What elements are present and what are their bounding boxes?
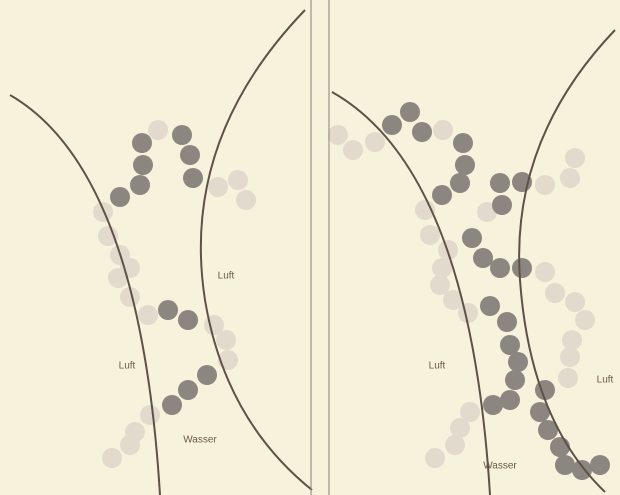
light-bead (565, 148, 585, 168)
dark-bead (500, 335, 520, 355)
light-bead (560, 168, 580, 188)
dark-bead (590, 455, 610, 475)
phase-label: Wasser (183, 435, 217, 446)
dark-bead (178, 310, 198, 330)
dark-bead (178, 380, 198, 400)
dark-bead (432, 185, 452, 205)
light-bead (98, 226, 118, 246)
light-bead (458, 303, 478, 323)
dark-bead (180, 145, 200, 165)
phase-label: Luft (218, 271, 235, 282)
dark-bead (412, 122, 432, 142)
dark-bead (455, 155, 475, 175)
phase-label: Luft (597, 375, 614, 386)
dark-bead (480, 296, 500, 316)
light-bead (140, 405, 160, 425)
dark-bead (110, 187, 130, 207)
background (0, 0, 620, 495)
light-bead (328, 125, 348, 145)
light-bead (558, 368, 578, 388)
phase-label: Luft (429, 361, 446, 372)
dark-bead (382, 115, 402, 135)
light-bead (343, 140, 363, 160)
dark-bead (450, 173, 470, 193)
dark-bead (508, 352, 528, 372)
light-bead (236, 190, 256, 210)
dark-bead (490, 258, 510, 278)
light-bead (432, 258, 452, 278)
light-bead (560, 347, 580, 367)
dark-bead (497, 312, 517, 332)
dark-bead (483, 395, 503, 415)
dark-bead (130, 175, 150, 195)
light-bead (148, 120, 168, 140)
light-bead (433, 120, 453, 140)
light-bead (216, 330, 236, 350)
dark-bead (158, 300, 178, 320)
light-bead (562, 330, 582, 350)
dark-bead (490, 173, 510, 193)
light-bead (535, 175, 555, 195)
dark-bead (462, 228, 482, 248)
dark-bead (453, 133, 473, 153)
dark-bead (132, 133, 152, 153)
dark-bead (500, 390, 520, 410)
light-bead (228, 170, 248, 190)
light-bead (425, 448, 445, 468)
dark-bead (505, 370, 525, 390)
dark-bead (512, 258, 532, 278)
dark-bead (183, 168, 203, 188)
dark-bead (473, 248, 493, 268)
dark-bead (133, 155, 153, 175)
page: Luft Luft Wasser Luft Wasser Luft (() =>… (0, 0, 620, 495)
light-bead (365, 132, 385, 152)
dark-bead (492, 195, 512, 215)
dark-bead (550, 437, 570, 457)
light-bead (208, 177, 228, 197)
dark-bead (162, 395, 182, 415)
light-bead (445, 435, 465, 455)
light-bead (545, 283, 565, 303)
light-bead (565, 292, 585, 312)
dark-bead (172, 125, 192, 145)
light-bead (120, 435, 140, 455)
figure: Luft Luft Wasser Luft Wasser Luft (0, 0, 620, 495)
dark-bead (572, 460, 592, 480)
light-bead (102, 448, 122, 468)
light-bead (450, 418, 470, 438)
dark-bead (555, 455, 575, 475)
light-bead (138, 305, 158, 325)
light-bead (93, 202, 113, 222)
phase-label: Luft (119, 361, 136, 372)
light-bead (575, 310, 595, 330)
phase-label: Wasser (483, 461, 517, 472)
light-bead (420, 225, 440, 245)
light-bead (535, 262, 555, 282)
dark-bead (197, 365, 217, 385)
dark-bead (400, 102, 420, 122)
